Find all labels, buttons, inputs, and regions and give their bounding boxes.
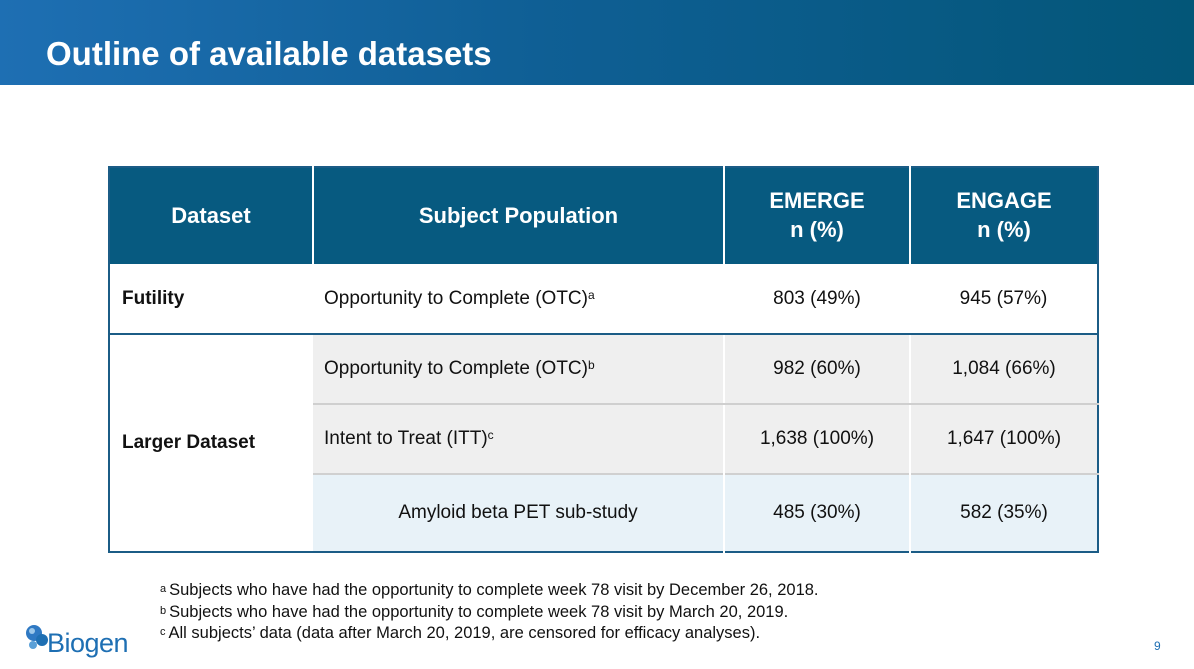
logo-text: Biogen (47, 628, 129, 658)
slide-title: Outline of available datasets (46, 35, 492, 72)
header-emerge: EMERGE n (%) (724, 167, 911, 264)
footnote-c-text: All subjects’ data (data after March 20,… (168, 624, 761, 642)
dataset-futility: Futility (109, 264, 313, 335)
population-label: Opportunity to Complete (OTC) (324, 358, 588, 379)
population-cell: Opportunity to Complete (OTC)a (313, 264, 724, 335)
emerge-value: 803 (49%) (724, 264, 910, 335)
footnote-b-text: Subjects who have had the opportunity to… (169, 602, 789, 621)
header-engage: ENGAGE n (%) (910, 167, 1098, 264)
table-row: Larger Dataset Opportunity to Complete (… (109, 334, 1098, 552)
footnote-a: a Subjects who have had the opportunity t… (160, 580, 819, 602)
table-row: Intent to Treat (ITT)c 1,638 (100%) 1,64… (109, 404, 1098, 474)
footnote-a-text: Subjects who have had the opportunity to… (169, 581, 819, 599)
header-dataset: Dataset (109, 167, 314, 264)
emerge-value: 982 (60%) (724, 334, 911, 405)
footnote-mark: b (587, 358, 595, 372)
footnote-a-mark: a (160, 583, 167, 595)
table-row: Amyloid beta PET sub-study 485 (30%) 582… (109, 473, 1098, 552)
footnotes: a Subjects who have had the opportunity t… (160, 580, 819, 645)
datasets-table: Dataset Subject Population EMERGE n (%) … (108, 166, 1099, 553)
page-number: 9 (1154, 639, 1161, 653)
engage-value: 1,647 (100%) (910, 404, 1098, 474)
population-label: Amyloid beta PET sub-study (313, 473, 725, 552)
engage-value: 945 (57%) (910, 264, 1098, 335)
table-row: Futility Opportunity to Complete (OTC)a … (109, 264, 1098, 335)
header-emerge-unit: n (%) (790, 217, 844, 242)
emerge-value: 485 (30%) (724, 473, 911, 552)
biogen-logo-icon (26, 625, 48, 649)
table-header-row: Dataset Subject Population EMERGE n (%) … (109, 167, 1098, 264)
header-engage-name: ENGAGE (956, 188, 1052, 214)
footnote-b-mark: b (160, 604, 167, 617)
population-cell: Opportunity to Complete (OTC)b (313, 334, 725, 405)
footnote-c: c All subjects’ data (data after March 20… (160, 623, 819, 645)
engage-value: 1,084 (66%) (910, 334, 1098, 405)
population-cell: Intent to Treat (ITT)c (313, 404, 725, 474)
population-label: Opportunity to Complete (OTC) (324, 287, 588, 309)
engage-value: 582 (35%) (910, 473, 1098, 552)
population-label: Intent to Treat (ITT) (324, 428, 488, 449)
emerge-value: 1,638 (100%) (724, 404, 911, 474)
header-bar (0, 0, 1194, 85)
header-subject-population: Subject Population (313, 167, 725, 264)
footnote-mark: a (587, 287, 595, 302)
biogen-logo: Biogen (25, 622, 135, 662)
footnote-b: b Subjects who have had the opportunity t… (160, 602, 819, 624)
footnote-mark: c (487, 428, 494, 442)
footnote-c-mark: c (160, 626, 166, 638)
dataset-larger: Larger Dataset (109, 334, 313, 552)
header-emerge-name: EMERGE (769, 188, 865, 214)
header-engage-unit: n (%) (977, 217, 1031, 242)
